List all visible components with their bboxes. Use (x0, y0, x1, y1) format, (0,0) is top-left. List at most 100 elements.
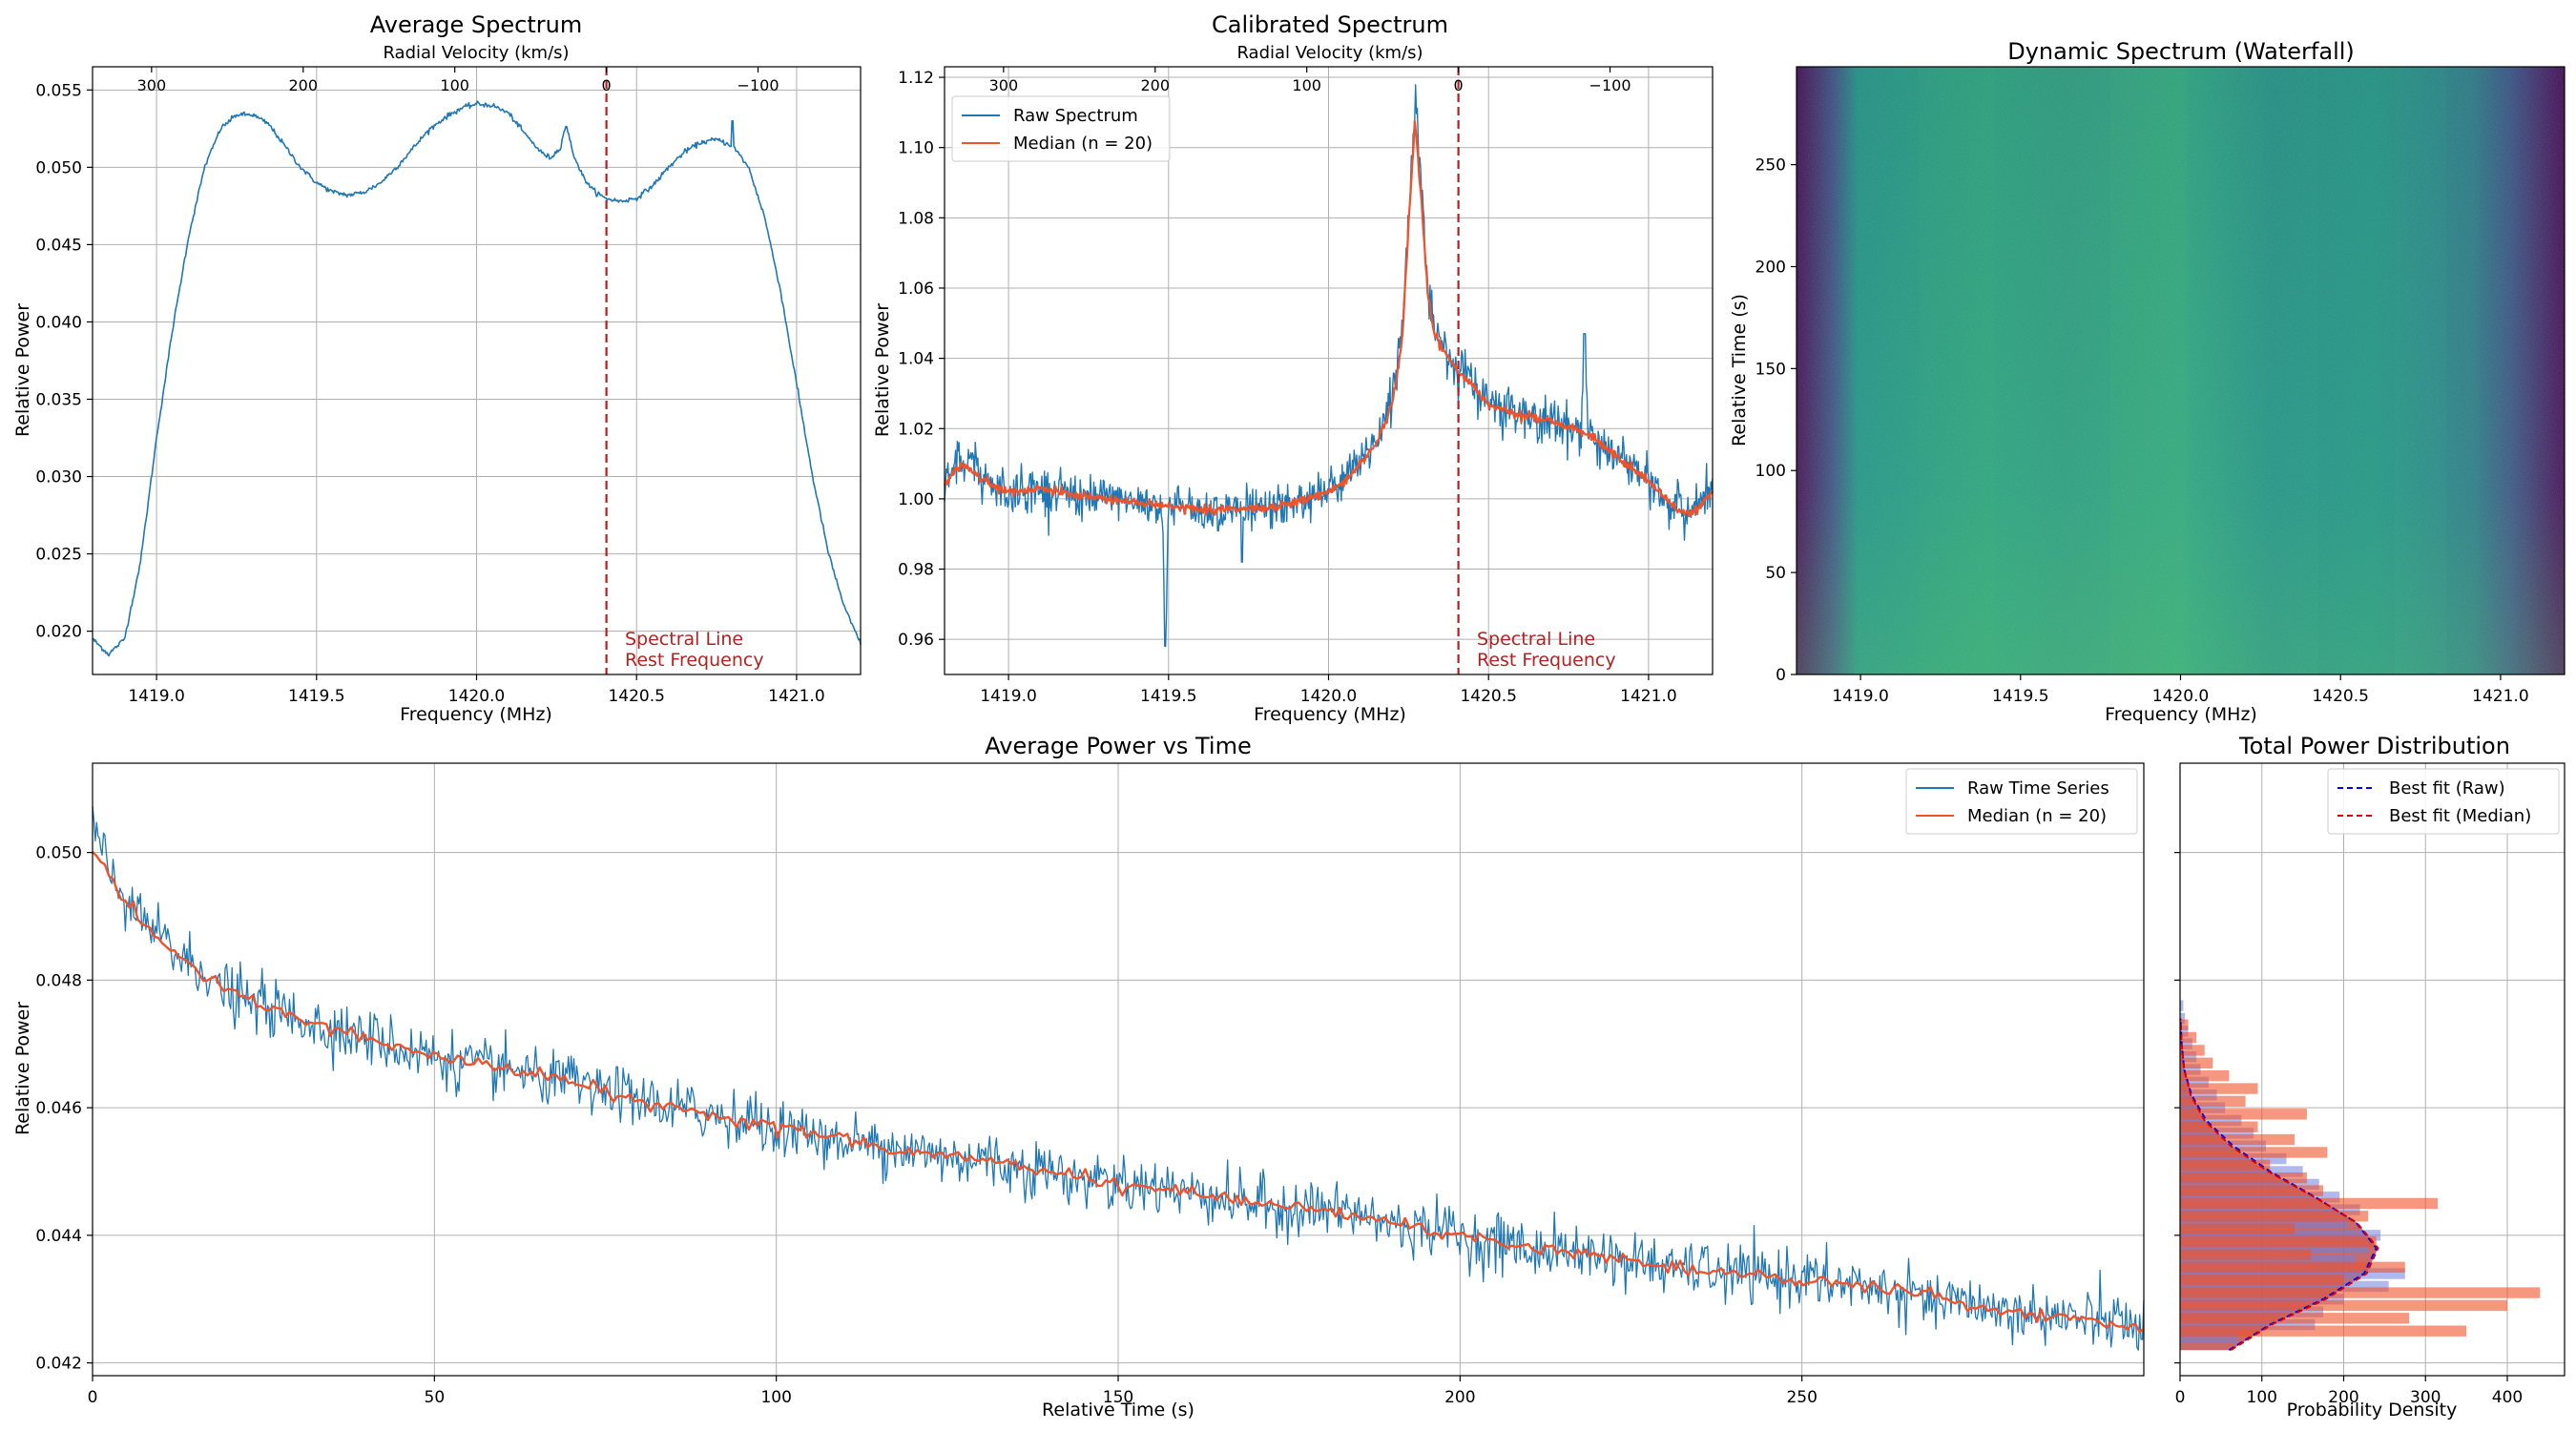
histogram-bar-median (2180, 1095, 2246, 1108)
histogram-bar-raw (2180, 1089, 2217, 1101)
y-tick-label: 0.044 (35, 1227, 82, 1246)
y-ticks (2174, 852, 2180, 1364)
top-tick-label: −100 (1589, 76, 1631, 94)
histogram-bar-raw (2180, 1255, 2357, 1267)
x-axis-label: Frequency (MHz) (1254, 704, 1406, 725)
top-tick-label: 0 (1454, 76, 1464, 94)
x-tick-label: 1419.0 (1832, 687, 1888, 706)
y-tick-label: 0.98 (898, 561, 934, 580)
y-axis-label: Relative Time (s) (1729, 294, 1750, 446)
y-tick-label: 100 (1755, 462, 1786, 481)
histogram-bar-raw (2180, 1026, 2189, 1037)
x-tick-label: 1421.0 (1620, 687, 1676, 706)
histogram-bar-median (2180, 1045, 2205, 1056)
y-ticks: 0.96 0.98 1.00 1.02 1.04 1.06 1.08 1.10 1.12 (898, 69, 945, 650)
x-tick-label: 100 (760, 1388, 791, 1407)
histogram-bar-raw (2180, 1102, 2226, 1113)
top-tick-label: −100 (737, 76, 779, 94)
histogram-bar-raw (2180, 1000, 2184, 1011)
histogram-bar-raw (2180, 1038, 2192, 1049)
top-tick-label: 100 (1292, 76, 1321, 94)
x-tick-label: 1419.0 (980, 687, 1036, 706)
legend-box (951, 95, 1171, 162)
y-tick-label: 150 (1755, 360, 1786, 379)
y-tick-label: 0.042 (35, 1355, 82, 1374)
y-tick-label: 1.02 (898, 420, 934, 439)
histogram-bar-raw (2180, 1268, 2405, 1279)
chart-title: Average Spectrum (370, 11, 582, 38)
rest-frequency-annotation-line1: Spectral Line (1477, 629, 1595, 650)
top-axis-label: Radial Velocity (km/s) (383, 43, 569, 63)
grid (945, 67, 1713, 674)
x-tick-label: 250 (1786, 1388, 1817, 1407)
histogram-bar-raw (2180, 1318, 2316, 1331)
x-tick-label: 400 (2492, 1388, 2523, 1407)
top-ticks: 300 200 100 0 −100 (989, 67, 1631, 94)
x-tick-label: 1419.0 (128, 687, 184, 706)
series-line-median-spectrum (943, 119, 1714, 518)
y-tick-label: 0 (1776, 666, 1786, 685)
histogram-bar-median (2180, 1223, 2296, 1234)
histogram-bar-raw (2180, 1114, 2242, 1127)
top-tick-label: 0 (602, 76, 612, 94)
x-tick-label: 1419.5 (1140, 687, 1196, 706)
y-tick-label: 0.035 (35, 390, 82, 409)
y-tick-label: 1.04 (898, 350, 934, 369)
chart-title: Total Power Distribution (2238, 733, 2510, 759)
histogram-bar-raw (2180, 1294, 2344, 1305)
histogram-bar-raw (2180, 1192, 2340, 1203)
x-axis-label: Frequency (MHz) (400, 704, 552, 725)
histogram-bar-median (2180, 1197, 2439, 1210)
y-tick-label: 1.06 (898, 280, 934, 299)
legend-box (2327, 768, 2560, 835)
histogram-bar-raw (2180, 1178, 2319, 1191)
y-tick-label: 0.025 (35, 546, 82, 565)
y-tick-label: 200 (1755, 258, 1786, 277)
y-tick-label: 0.045 (35, 236, 82, 255)
x-ticks: 0 100 200 300 400 (2175, 1376, 2523, 1407)
x-tick-label: 0 (88, 1388, 98, 1407)
y-tick-label: 1.12 (898, 69, 934, 88)
series-line-median-time (92, 851, 2145, 1334)
x-tick-label: 1420.5 (608, 687, 664, 706)
histogram-bar-raw (2180, 1166, 2303, 1177)
plot-area (92, 805, 2145, 1351)
top-tick-label: 200 (1141, 76, 1171, 94)
y-tick-label: 1.00 (898, 490, 934, 509)
x-tick-label: 200 (2328, 1388, 2358, 1407)
average-spectrum-panel: Average Spectrum Radial Velocity (km/s) … (12, 11, 862, 725)
y-ticks: 0.020 0.025 0.030 0.035 0.040 0.045 0.050 0.055 (35, 81, 93, 642)
histogram-bar-raw (2180, 1152, 2287, 1165)
histogram-bar-median (2180, 1019, 2189, 1030)
chart-title: Average Power vs Time (985, 733, 1251, 759)
legend-label-fit-raw: Best fit (Raw) (2389, 778, 2505, 798)
rest-frequency-annotation-line2: Rest Frequency (625, 650, 764, 671)
legend: Best fit (Raw) Best fit (Median) (2327, 768, 2560, 835)
histogram-bar-median (2180, 1147, 2328, 1158)
plot-area (943, 67, 1714, 674)
legend-label-raw: Raw Time Series (1967, 778, 2109, 798)
y-tick-label: 0.055 (35, 81, 82, 100)
histogram-bar-median (2180, 1057, 2213, 1068)
histogram-bar-raw (2180, 1332, 2238, 1343)
x-ticks: 1419.0 1419.5 1420.0 1420.5 1421.0 (1832, 674, 2529, 706)
power-distribution-panel: Total Power Distribution 0 100 200 300 400 P… (2174, 733, 2566, 1421)
top-axis-label: Radial Velocity (km/s) (1236, 43, 1423, 63)
y-tick-label: 0.040 (35, 313, 82, 332)
waterfall-panel: Dynamic Spectrum (Waterfall) 1419.0 1419.… (1729, 38, 2566, 725)
x-tick-label: 150 (1103, 1388, 1133, 1407)
histogram-bar-raw (2180, 1076, 2210, 1089)
x-axis-label: Probability Density (2287, 1400, 2458, 1421)
histogram-bar-median (2180, 1133, 2296, 1146)
power-vs-time-panel: Average Power vs Time 0 50 100 150 200 250 0.… (12, 733, 2145, 1421)
histogram-bar-raw (2180, 1064, 2201, 1075)
series-line-raw-spectrum (944, 84, 1714, 648)
x-tick-label: 1420.0 (448, 687, 505, 706)
histogram-bar-raw (2180, 1306, 2324, 1317)
chart-title: Calibrated Spectrum (1212, 11, 1448, 38)
calibrated-spectrum-panel: Calibrated Spectrum Radial Velocity (km/… (872, 11, 1714, 725)
plot-area (2179, 1000, 2541, 1352)
rest-frequency-annotation-line2: Rest Frequency (1477, 650, 1616, 671)
y-tick-label: 0.020 (35, 623, 82, 642)
waterfall-noise (1797, 67, 2565, 674)
